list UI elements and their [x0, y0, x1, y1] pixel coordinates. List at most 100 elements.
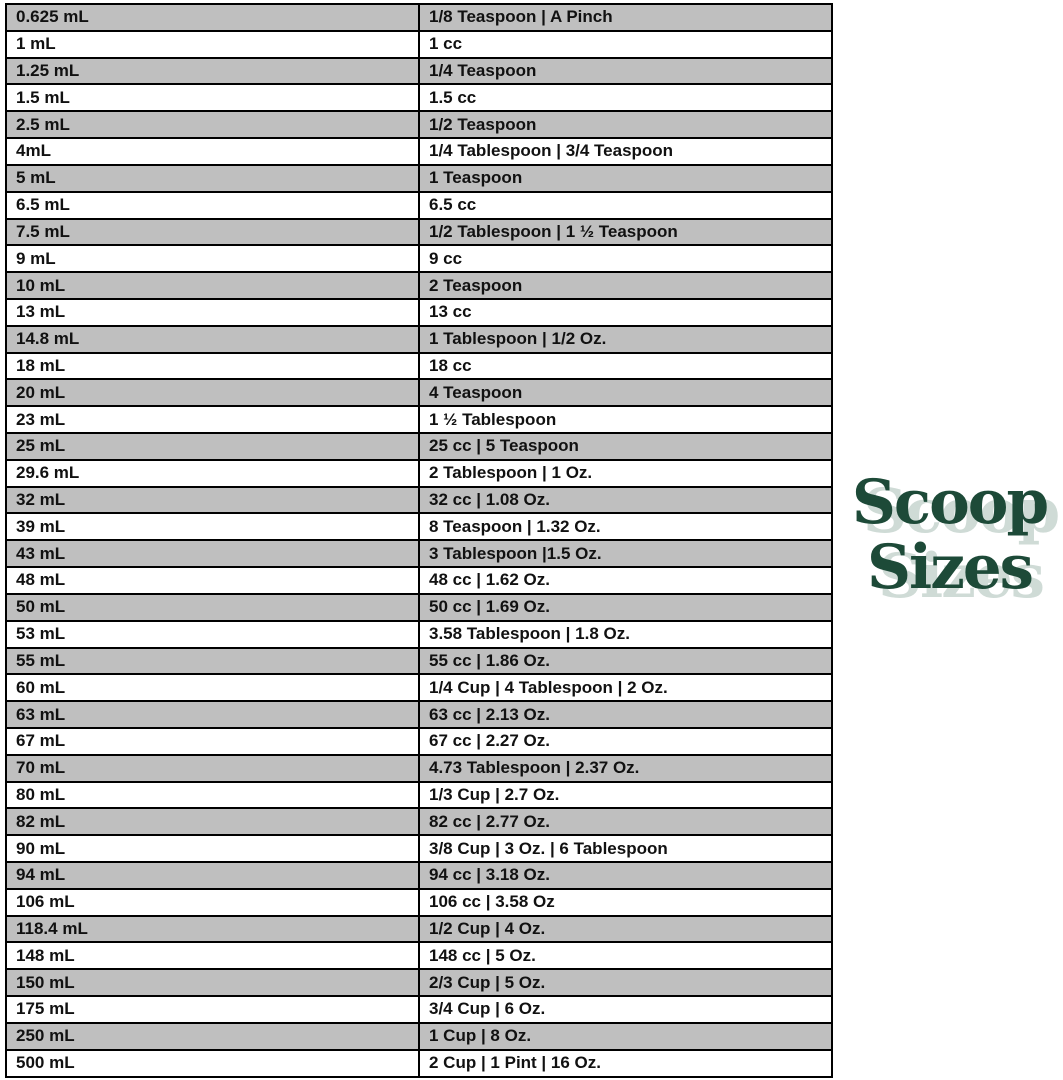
table-row: 48 mL 48 cc | 1.62 Oz.	[5, 566, 833, 595]
table-row: 9 mL 9 cc	[5, 244, 833, 274]
cell-milliliters: 32 mL	[5, 485, 420, 515]
table-row: 39 mL 8 Teaspoon | 1.32 Oz.	[5, 512, 833, 542]
table-row: 23 mL 1 ½ Tablespoon	[5, 405, 833, 434]
table-row: 1.5 mL 1.5 cc	[5, 83, 833, 113]
cell-conversion: 8 Teaspoon | 1.32 Oz.	[418, 512, 833, 542]
table-body: 0.625 mL 1/8 Teaspoon | A Pinch 1 mL 1 cc 1.…	[5, 3, 833, 1079]
cell-milliliters: 90 mL	[5, 834, 420, 863]
cell-conversion: 1 ½ Tablespoon	[418, 405, 833, 434]
cell-milliliters: 29.6 mL	[5, 458, 420, 488]
cell-conversion: 3 Tablespoon |1.5 Oz.	[418, 539, 833, 569]
cell-conversion: 67 cc | 2.27 Oz.	[418, 726, 833, 756]
cell-conversion: 1/4 Tablespoon | 3/4 Teaspoon	[418, 137, 833, 166]
cell-conversion: 1/2 Teaspoon	[418, 110, 833, 140]
cell-conversion: 2 Tablespoon | 1 Oz.	[418, 458, 833, 488]
table-row: 29.6 mL 2 Tablespoon | 1 Oz.	[5, 458, 833, 488]
cell-milliliters: 63 mL	[5, 700, 420, 729]
cell-milliliters: 118.4 mL	[5, 914, 420, 944]
logo-line-1: Scoop	[851, 467, 1049, 538]
table-row: 50 mL 50 cc | 1.69 Oz.	[5, 592, 833, 622]
cell-milliliters: 14.8 mL	[5, 324, 420, 354]
cell-conversion: 1 Teaspoon	[418, 163, 833, 193]
cell-conversion: 94 cc | 3.18 Oz.	[418, 861, 833, 890]
table-row: 1.25 mL 1/4 Teaspoon	[5, 56, 833, 86]
cell-conversion: 18 cc	[418, 351, 833, 381]
cell-conversion: 1/2 Cup | 4 Oz.	[418, 914, 833, 944]
cell-milliliters: 175 mL	[5, 995, 420, 1024]
cell-milliliters: 9 mL	[5, 244, 420, 274]
table-row: 13 mL 13 cc	[5, 297, 833, 327]
conversion-table: 0.625 mL 1/8 Teaspoon | A Pinch 1 mL 1 cc 1.…	[5, 3, 833, 1079]
table-row: 53 mL 3.58 Tablespoon | 1.8 Oz.	[5, 619, 833, 649]
cell-conversion: 82 cc | 2.77 Oz.	[418, 807, 833, 837]
cell-milliliters: 4mL	[5, 137, 420, 166]
cell-conversion: 4 Teaspoon	[418, 378, 833, 408]
cell-milliliters: 53 mL	[5, 619, 420, 649]
table-row: 500 mL 2 Cup | 1 Pint | 16 Oz.	[5, 1048, 833, 1079]
table-row: 25 mL 25 cc | 5 Teaspoon	[5, 432, 833, 461]
cell-conversion: 55 cc | 1.86 Oz.	[418, 646, 833, 676]
table-row: 150 mL 2/3 Cup | 5 Oz.	[5, 968, 833, 998]
cell-milliliters: 94 mL	[5, 861, 420, 890]
cell-conversion: 2 Teaspoon	[418, 271, 833, 300]
cell-conversion: 148 cc | 5 Oz.	[418, 941, 833, 971]
cell-conversion: 3/4 Cup | 6 Oz.	[418, 995, 833, 1024]
cell-conversion: 48 cc | 1.62 Oz.	[418, 566, 833, 595]
cell-conversion: 9 cc	[418, 244, 833, 274]
cell-milliliters: 50 mL	[5, 592, 420, 622]
table-row: 175 mL 3/4 Cup | 6 Oz.	[5, 995, 833, 1024]
table-row: 4mL 1/4 Tablespoon | 3/4 Teaspoon	[5, 137, 833, 166]
table-row: 94 mL 94 cc | 3.18 Oz.	[5, 861, 833, 890]
table-row: 80 mL 1/3 Cup | 2.7 Oz.	[5, 780, 833, 810]
cell-milliliters: 250 mL	[5, 1021, 420, 1051]
cell-conversion: 1/2 Tablespoon | 1 ½ Teaspoon	[418, 217, 833, 247]
table-row: 18 mL 18 cc	[5, 351, 833, 381]
table-row: 2.5 mL 1/2 Teaspoon	[5, 110, 833, 140]
cell-conversion: 1 cc	[418, 29, 833, 59]
cell-milliliters: 13 mL	[5, 297, 420, 327]
cell-conversion: 106 cc | 3.58 Oz	[418, 887, 833, 917]
cell-conversion: 4.73 Tablespoon | 2.37 Oz.	[418, 753, 833, 783]
cell-milliliters: 1.25 mL	[5, 56, 420, 86]
table-row: 70 mL 4.73 Tablespoon | 2.37 Oz.	[5, 753, 833, 783]
cell-milliliters: 82 mL	[5, 807, 420, 837]
table-row: 5 mL 1 Teaspoon	[5, 163, 833, 193]
cell-milliliters: 5 mL	[5, 163, 420, 193]
table-row: 10 mL 2 Teaspoon	[5, 271, 833, 300]
cell-milliliters: 1 mL	[5, 29, 420, 59]
cell-conversion: 25 cc | 5 Teaspoon	[418, 432, 833, 461]
table-row: 90 mL 3/8 Cup | 3 Oz. | 6 Tablespoon	[5, 834, 833, 863]
cell-conversion: 32 cc | 1.08 Oz.	[418, 485, 833, 515]
cell-conversion: 1 Cup | 8 Oz.	[418, 1021, 833, 1051]
cell-milliliters: 23 mL	[5, 405, 420, 434]
table-row: 55 mL 55 cc | 1.86 Oz.	[5, 646, 833, 676]
cell-conversion: 50 cc | 1.69 Oz.	[418, 592, 833, 622]
scoop-sizes-logo: Scoop Sizes	[836, 470, 1063, 601]
logo-line-2: Sizes	[866, 532, 1034, 604]
table-row: 148 mL 148 cc | 5 Oz.	[5, 941, 833, 971]
cell-milliliters: 148 mL	[5, 941, 420, 971]
table-row: 7.5 mL 1/2 Tablespoon | 1 ½ Teaspoon	[5, 217, 833, 247]
cell-milliliters: 48 mL	[5, 566, 420, 595]
table-row: 60 mL 1/4 Cup | 4 Tablespoon | 2 Oz.	[5, 673, 833, 703]
cell-milliliters: 80 mL	[5, 780, 420, 810]
table-row: 118.4 mL 1/2 Cup | 4 Oz.	[5, 914, 833, 944]
cell-milliliters: 10 mL	[5, 271, 420, 300]
cell-milliliters: 7.5 mL	[5, 217, 420, 247]
cell-milliliters: 70 mL	[5, 753, 420, 783]
table-row: 63 mL 63 cc | 2.13 Oz.	[5, 700, 833, 729]
cell-milliliters: 18 mL	[5, 351, 420, 381]
table-row: 82 mL 82 cc | 2.77 Oz.	[5, 807, 833, 837]
table-row: 0.625 mL 1/8 Teaspoon | A Pinch	[5, 3, 833, 32]
cell-milliliters: 1.5 mL	[5, 83, 420, 113]
cell-conversion: 13 cc	[418, 297, 833, 327]
cell-milliliters: 20 mL	[5, 378, 420, 408]
cell-conversion: 6.5 cc	[418, 190, 833, 220]
cell-conversion: 1/4 Teaspoon	[418, 56, 833, 86]
table-row: 67 mL 67 cc | 2.27 Oz.	[5, 726, 833, 756]
cell-conversion: 2 Cup | 1 Pint | 16 Oz.	[418, 1048, 833, 1079]
cell-conversion: 1.5 cc	[418, 83, 833, 113]
table-row: 32 mL 32 cc | 1.08 Oz.	[5, 485, 833, 515]
cell-conversion: 3.58 Tablespoon | 1.8 Oz.	[418, 619, 833, 649]
